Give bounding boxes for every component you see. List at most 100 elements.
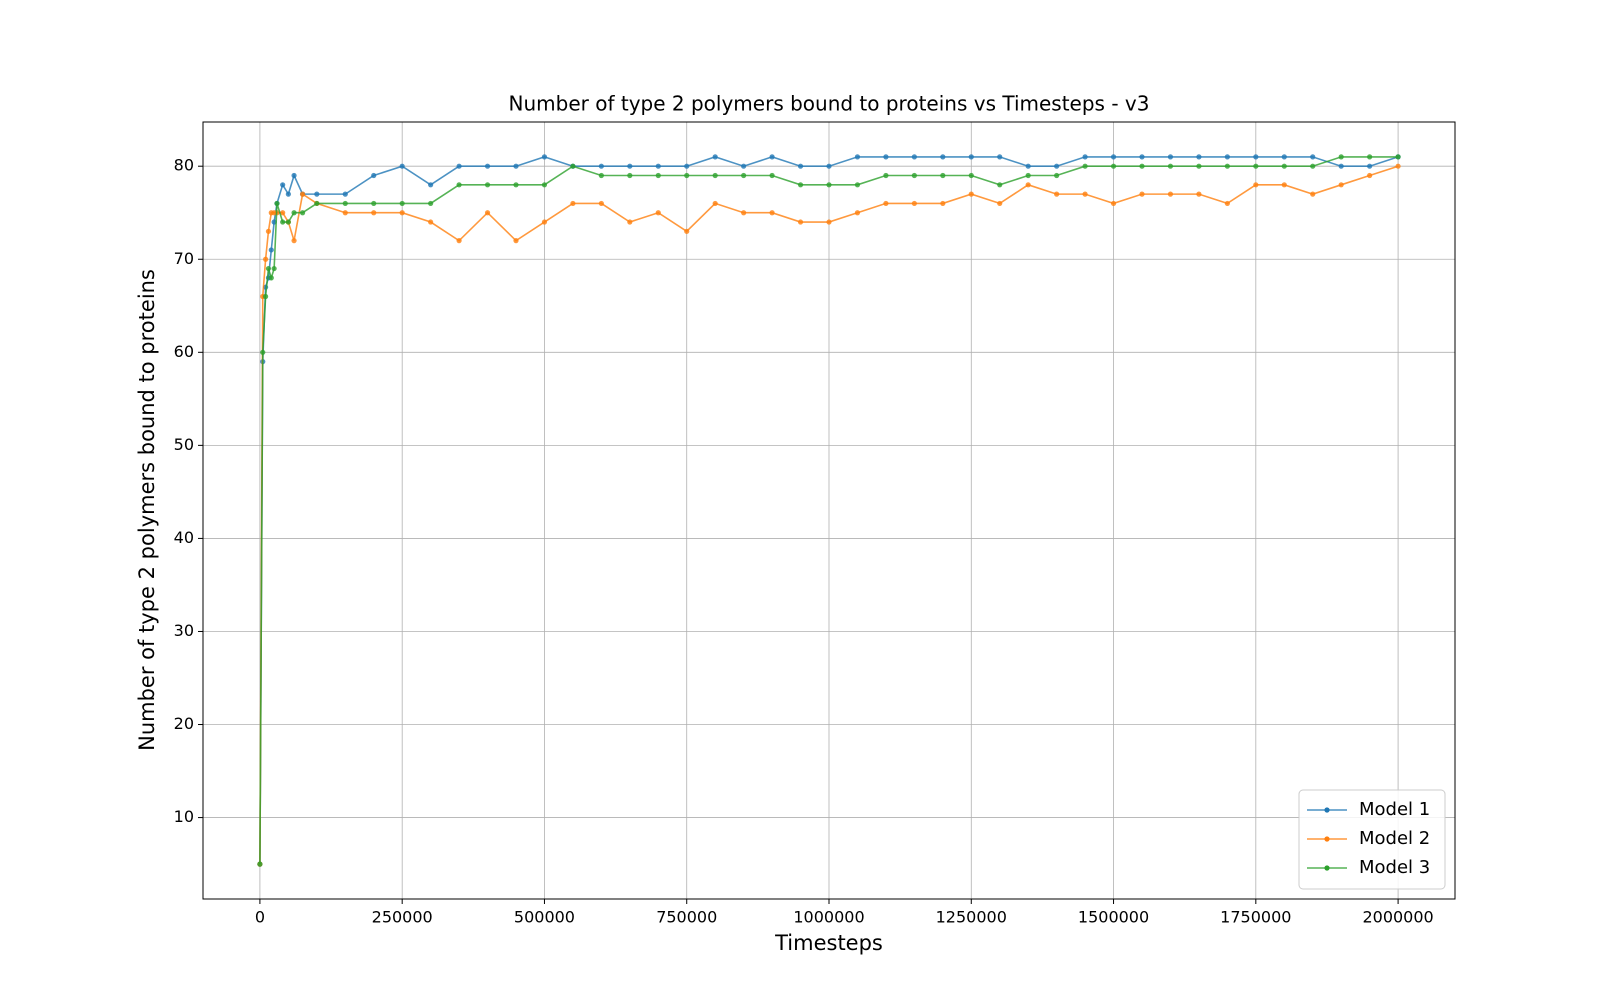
point (1367, 172, 1373, 179)
point (1054, 172, 1060, 179)
point (428, 200, 434, 207)
point (598, 172, 604, 179)
point (570, 200, 576, 207)
point (1110, 154, 1117, 160)
point (598, 200, 604, 207)
point (570, 163, 576, 169)
point (968, 191, 974, 197)
legend-marker (1324, 865, 1330, 871)
point (399, 200, 405, 207)
point (854, 210, 861, 216)
point (285, 191, 291, 197)
point (1253, 154, 1259, 160)
point (1338, 163, 1344, 169)
x-tick-label: 1500000 (1078, 908, 1149, 927)
point (968, 154, 974, 160)
point (741, 163, 747, 169)
point (1196, 163, 1202, 169)
point (1196, 154, 1202, 160)
y-tick-label: 40 (174, 528, 194, 547)
point (456, 163, 462, 169)
point (399, 163, 405, 169)
point (299, 191, 306, 197)
point (741, 210, 747, 216)
point (1025, 182, 1031, 188)
point (1281, 182, 1287, 188)
point (513, 163, 519, 169)
legend-label: Model 1 (1359, 799, 1430, 820)
point (280, 219, 286, 225)
point (797, 163, 804, 169)
y-axis-label: Number of type 2 polymers bound to prote… (135, 269, 159, 751)
x-tick-label: 1250000 (936, 908, 1007, 927)
point (712, 172, 718, 179)
point (655, 172, 661, 179)
point (1167, 154, 1174, 160)
point (371, 210, 377, 216)
point (280, 210, 286, 216)
point (263, 293, 269, 300)
point (826, 163, 832, 169)
point (1025, 163, 1031, 169)
point (456, 182, 462, 188)
point (1025, 172, 1031, 179)
point (655, 210, 661, 216)
point (1139, 191, 1145, 197)
point (1310, 163, 1316, 169)
point (712, 154, 718, 160)
point (484, 210, 491, 216)
x-tick-label: 1000000 (793, 908, 864, 927)
point (541, 154, 548, 160)
x-tick-label: 500000 (514, 908, 575, 927)
point (1395, 163, 1401, 169)
point (299, 210, 306, 216)
point (456, 238, 462, 244)
point (712, 200, 718, 207)
point (627, 172, 633, 179)
point (598, 163, 604, 169)
point (684, 228, 690, 234)
point (627, 163, 633, 169)
point (1167, 191, 1174, 197)
point (428, 219, 434, 225)
legend-label: Model 3 (1359, 857, 1430, 878)
point (541, 182, 548, 188)
point (883, 172, 889, 179)
point (883, 154, 889, 160)
point (968, 172, 974, 179)
point (1253, 163, 1259, 169)
y-tick-label: 10 (174, 807, 194, 826)
point (826, 219, 832, 225)
series-line (259, 165, 1399, 865)
point (797, 182, 804, 188)
point (883, 200, 889, 207)
point (513, 182, 519, 188)
point (541, 219, 548, 225)
point (1139, 154, 1145, 160)
point (484, 182, 491, 188)
point (1281, 154, 1287, 160)
point (274, 200, 280, 207)
legend-label: Model 2 (1359, 828, 1430, 849)
x-tick-label: 250000 (372, 908, 433, 927)
x-tick-label: 1750000 (1220, 908, 1291, 927)
point (1367, 163, 1373, 169)
point (684, 163, 690, 169)
legend-marker (1324, 836, 1330, 842)
point (1281, 163, 1287, 169)
point (342, 191, 348, 197)
point (1338, 154, 1344, 160)
point (260, 349, 266, 355)
point (399, 210, 405, 216)
legend-marker (1324, 807, 1330, 813)
point (1395, 154, 1401, 160)
point (291, 238, 297, 244)
point (1224, 163, 1230, 169)
point (741, 172, 747, 179)
point (257, 861, 263, 867)
point (769, 172, 775, 179)
y-tick-label: 60 (174, 342, 194, 361)
point (314, 191, 320, 197)
point (911, 154, 917, 160)
